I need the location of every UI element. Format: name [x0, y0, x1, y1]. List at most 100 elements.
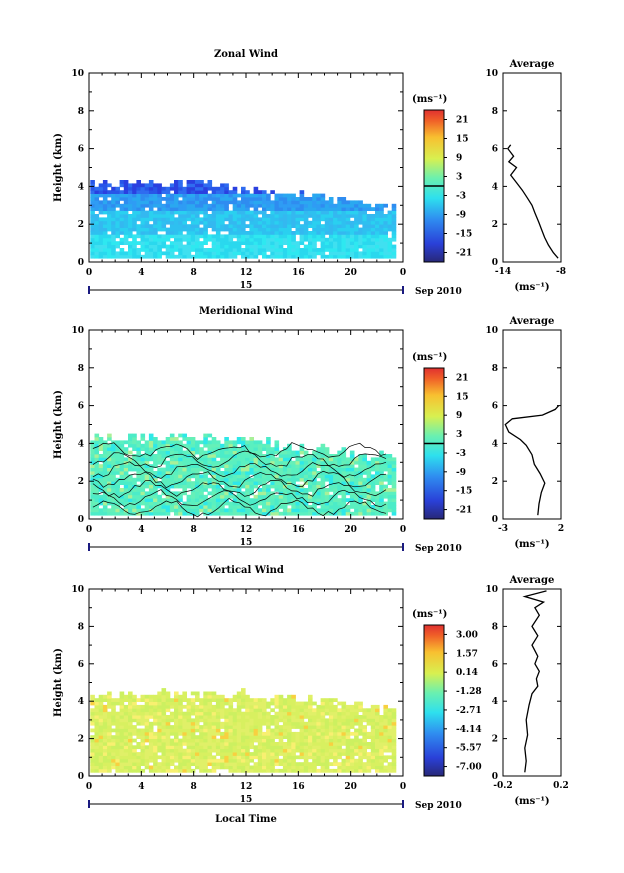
heatmap-cell — [245, 481, 250, 485]
x-tick-label: 0 — [400, 268, 406, 278]
heatmap-cell — [383, 738, 388, 743]
heatmap-cell — [157, 498, 162, 502]
heatmap-cell — [291, 505, 296, 509]
heatmap-cell — [282, 735, 288, 739]
heatmap-cell — [312, 474, 317, 479]
heatmap-cell — [266, 508, 271, 513]
heatmap-cell — [241, 241, 246, 245]
heatmap-cell — [308, 248, 313, 252]
heatmap-cell — [98, 735, 104, 739]
heatmap-cell — [270, 481, 275, 485]
heatmap-cell — [299, 471, 305, 475]
heatmap-cell — [161, 234, 167, 239]
heatmap-cell — [249, 758, 254, 763]
heatmap-cell — [312, 501, 317, 506]
heatmap-cell — [140, 738, 146, 743]
heatmap-cell — [333, 718, 338, 723]
heatmap-cell — [274, 207, 280, 211]
heatmap-cell — [249, 488, 254, 492]
heatmap-cell — [236, 711, 242, 716]
heatmap-cell — [186, 708, 192, 713]
heatmap-cell — [375, 704, 380, 709]
heatmap-cell — [236, 511, 242, 516]
heatmap-cell — [178, 498, 183, 502]
heatmap-cell — [303, 742, 309, 746]
heatmap-cell — [178, 244, 183, 249]
heatmap-cell — [379, 454, 384, 458]
heatmap-cell — [270, 715, 275, 719]
heatmap-cell — [291, 721, 296, 726]
colorbar-tick-label: -5.57 — [456, 744, 482, 754]
heatmap-cell — [111, 718, 116, 723]
heatmap-cell — [199, 207, 204, 211]
heatmap-cell — [90, 254, 95, 259]
heatmap-cell — [370, 464, 376, 468]
heatmap-cell — [203, 725, 208, 729]
heatmap-cell — [270, 491, 275, 496]
heatmap-cell — [111, 443, 116, 448]
heatmap-cell — [391, 745, 397, 750]
heatmap-cell — [391, 481, 397, 485]
heatmap-cell — [295, 501, 301, 506]
heatmap-cell — [211, 224, 217, 228]
heatmap-cell — [354, 241, 359, 245]
heatmap-cell — [157, 721, 162, 726]
heatmap-cell — [232, 488, 238, 492]
heatmap-cell — [370, 244, 376, 249]
x-tick-label: 4 — [138, 268, 144, 278]
heatmap-cell — [232, 234, 238, 239]
heatmap-cell — [107, 454, 112, 458]
heatmap-cell — [387, 220, 393, 225]
heatmap-cells — [90, 180, 397, 259]
heatmap-cell — [366, 481, 372, 485]
heatmap-cell — [102, 237, 108, 242]
heatmap-cell — [266, 511, 271, 516]
heatmap-cell — [220, 183, 225, 188]
heatmap-cell — [115, 464, 120, 468]
heatmap-cell — [354, 768, 359, 773]
heatmap-cell — [157, 501, 162, 506]
heatmap-cell — [387, 224, 393, 228]
heatmap-cell — [236, 698, 242, 702]
heatmap-cell — [94, 488, 100, 492]
heatmap-cell — [228, 197, 234, 201]
heatmap-cell — [312, 755, 317, 760]
heatmap-cell — [370, 718, 376, 723]
heatmap-cell — [111, 217, 116, 222]
heatmap-cell — [387, 491, 393, 496]
heatmap-cell — [136, 742, 141, 746]
heatmap-cell — [312, 464, 317, 468]
heatmap-cell — [366, 474, 372, 479]
heatmap-cell — [270, 231, 275, 235]
heatmap-cell — [119, 508, 125, 513]
heatmap-cell — [362, 752, 367, 756]
heatmap-cell — [274, 745, 280, 750]
heatmap-cell — [391, 467, 397, 472]
heatmap-cell — [190, 484, 196, 489]
heatmap-cell — [148, 742, 154, 746]
heatmap-cell — [140, 227, 146, 232]
heatmap-cell — [157, 731, 162, 736]
heatmap-cell — [161, 241, 167, 245]
heatmap-cell — [303, 725, 309, 729]
heatmap-cell — [111, 207, 116, 211]
heatmap-cell — [295, 491, 301, 496]
heatmap-cell — [308, 494, 313, 499]
heatmap-cell — [178, 183, 183, 188]
heatmap-cell — [287, 715, 292, 719]
heatmap-cell — [161, 227, 167, 232]
heatmap-cell — [282, 481, 288, 485]
heatmap-cell — [312, 484, 317, 489]
heatmap-cell — [379, 731, 384, 736]
heatmap-cell — [354, 748, 359, 753]
heatmap-cell — [349, 704, 355, 709]
heatmap-cell — [207, 731, 213, 736]
heatmap-cell — [140, 718, 146, 723]
heatmap-cell — [203, 501, 208, 506]
heatmap-cell — [308, 765, 313, 770]
heatmap-cell — [245, 748, 250, 753]
heatmap-cell — [379, 464, 384, 468]
heatmap-cell — [90, 454, 95, 458]
heatmap-cell — [312, 450, 317, 455]
heatmap-cell — [362, 755, 367, 760]
